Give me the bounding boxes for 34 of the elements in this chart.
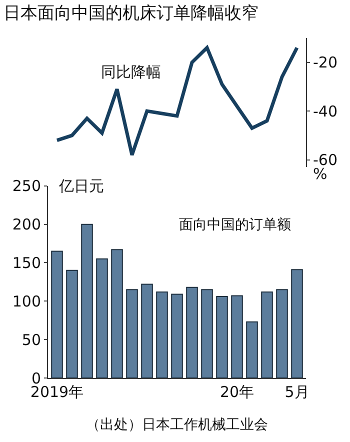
y-tick-label: 100 (12, 292, 41, 310)
y-tick-label: 200 (12, 216, 41, 234)
x-tick-label: 20年 (220, 383, 254, 401)
y-tick-label: 150 (12, 254, 41, 272)
y-axis-title: % (313, 165, 328, 183)
bar (156, 291, 168, 378)
bar (291, 269, 303, 378)
bar (66, 270, 78, 378)
series-label: 同比降幅 (101, 63, 161, 81)
chart-title: 日本面向中国的机床订单降幅收窄 (4, 4, 258, 24)
line-series (55, 46, 299, 157)
bar (171, 294, 183, 378)
bar (246, 321, 258, 378)
bar (276, 289, 288, 378)
x-tick-label: 5月 (284, 383, 310, 401)
bar (141, 284, 153, 378)
y-tick-label: 250 (12, 177, 41, 196)
y-tick-label: 50 (22, 330, 41, 349)
bar (111, 249, 123, 378)
bar (51, 250, 63, 378)
bar (231, 295, 243, 378)
x-tick-label: 2019年 (30, 383, 84, 401)
bar (126, 289, 138, 378)
y-tick-label: -20 (313, 54, 338, 72)
bar (201, 289, 213, 378)
bar (96, 258, 108, 378)
y-axis-title: 亿日元 (58, 177, 104, 195)
text: 面向中国的订单额 (179, 217, 291, 233)
bar (81, 224, 93, 378)
bar (261, 291, 273, 378)
y-tick-label: -40 (313, 102, 338, 120)
bar (216, 296, 228, 378)
text: （出处）日本工作机械工业会 (86, 417, 268, 433)
bar (186, 286, 198, 378)
